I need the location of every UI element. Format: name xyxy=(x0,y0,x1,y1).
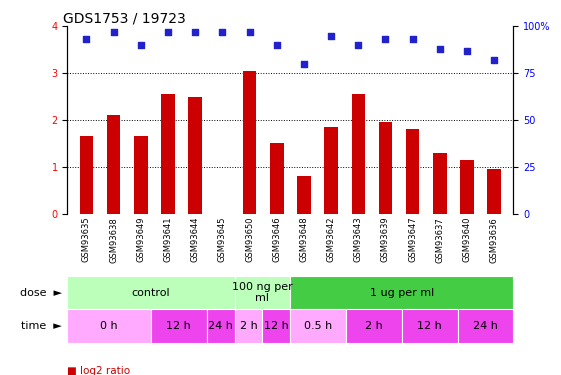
Text: GSM93641: GSM93641 xyxy=(163,217,172,262)
Text: time  ►: time ► xyxy=(21,321,62,331)
Bar xyxy=(402,309,458,343)
Bar xyxy=(188,97,202,214)
Point xyxy=(408,36,417,42)
Text: 1 ug per ml: 1 ug per ml xyxy=(370,288,434,297)
Text: GSM93638: GSM93638 xyxy=(109,217,118,262)
Text: GSM93639: GSM93639 xyxy=(381,217,390,262)
Text: 100 ng per
ml: 100 ng per ml xyxy=(232,282,293,303)
Bar xyxy=(263,309,291,343)
Bar xyxy=(243,71,256,214)
Point xyxy=(136,42,145,48)
Bar xyxy=(270,144,283,214)
Bar xyxy=(234,309,263,343)
Bar xyxy=(297,176,311,214)
Text: GDS1753 / 19723: GDS1753 / 19723 xyxy=(63,11,186,25)
Point xyxy=(463,48,472,54)
Point xyxy=(218,29,227,35)
Point xyxy=(354,42,363,48)
Bar xyxy=(406,129,420,214)
Text: dose  ►: dose ► xyxy=(20,288,62,297)
Point xyxy=(109,29,118,35)
Text: GSM93640: GSM93640 xyxy=(463,217,472,262)
Bar xyxy=(161,94,174,214)
Text: 0.5 h: 0.5 h xyxy=(304,321,332,331)
Bar xyxy=(206,309,234,343)
Bar xyxy=(352,94,365,214)
Text: GSM93637: GSM93637 xyxy=(435,217,444,262)
Text: 24 h: 24 h xyxy=(208,321,233,331)
Text: 12 h: 12 h xyxy=(167,321,191,331)
Bar xyxy=(67,276,234,309)
Point xyxy=(245,29,254,35)
Bar xyxy=(324,127,338,214)
Point xyxy=(490,57,499,63)
Bar xyxy=(107,116,121,214)
Text: GSM93650: GSM93650 xyxy=(245,217,254,262)
Text: GSM93642: GSM93642 xyxy=(327,217,335,262)
Text: GSM93635: GSM93635 xyxy=(82,217,91,262)
Bar xyxy=(291,276,513,309)
Text: 24 h: 24 h xyxy=(473,321,498,331)
Text: GSM93645: GSM93645 xyxy=(218,217,227,262)
Bar xyxy=(458,309,513,343)
Bar xyxy=(291,309,346,343)
Text: GSM93636: GSM93636 xyxy=(490,217,499,262)
Point xyxy=(300,61,309,67)
Bar xyxy=(134,136,148,214)
Point xyxy=(435,46,444,52)
Bar xyxy=(379,122,392,214)
Text: ■ log2 ratio: ■ log2 ratio xyxy=(67,366,131,375)
Bar xyxy=(234,276,291,309)
Text: GSM93647: GSM93647 xyxy=(408,217,417,262)
Point xyxy=(82,36,91,42)
Text: GSM93649: GSM93649 xyxy=(136,217,145,262)
Bar xyxy=(433,153,447,214)
Text: GSM93646: GSM93646 xyxy=(272,217,281,262)
Bar xyxy=(151,309,206,343)
Text: control: control xyxy=(132,288,170,297)
Text: GSM93648: GSM93648 xyxy=(300,217,309,262)
Point xyxy=(381,36,390,42)
Point xyxy=(163,29,172,35)
Point xyxy=(327,33,335,39)
Bar xyxy=(460,160,474,214)
Text: 12 h: 12 h xyxy=(417,321,442,331)
Text: GSM93643: GSM93643 xyxy=(354,217,363,262)
Text: 12 h: 12 h xyxy=(264,321,289,331)
Text: 0 h: 0 h xyxy=(100,321,118,331)
Bar xyxy=(346,309,402,343)
Bar xyxy=(488,169,501,214)
Point xyxy=(191,29,200,35)
Point xyxy=(272,42,281,48)
Text: 2 h: 2 h xyxy=(240,321,257,331)
Bar xyxy=(80,136,93,214)
Text: 2 h: 2 h xyxy=(365,321,383,331)
Text: GSM93644: GSM93644 xyxy=(191,217,200,262)
Bar xyxy=(67,309,151,343)
